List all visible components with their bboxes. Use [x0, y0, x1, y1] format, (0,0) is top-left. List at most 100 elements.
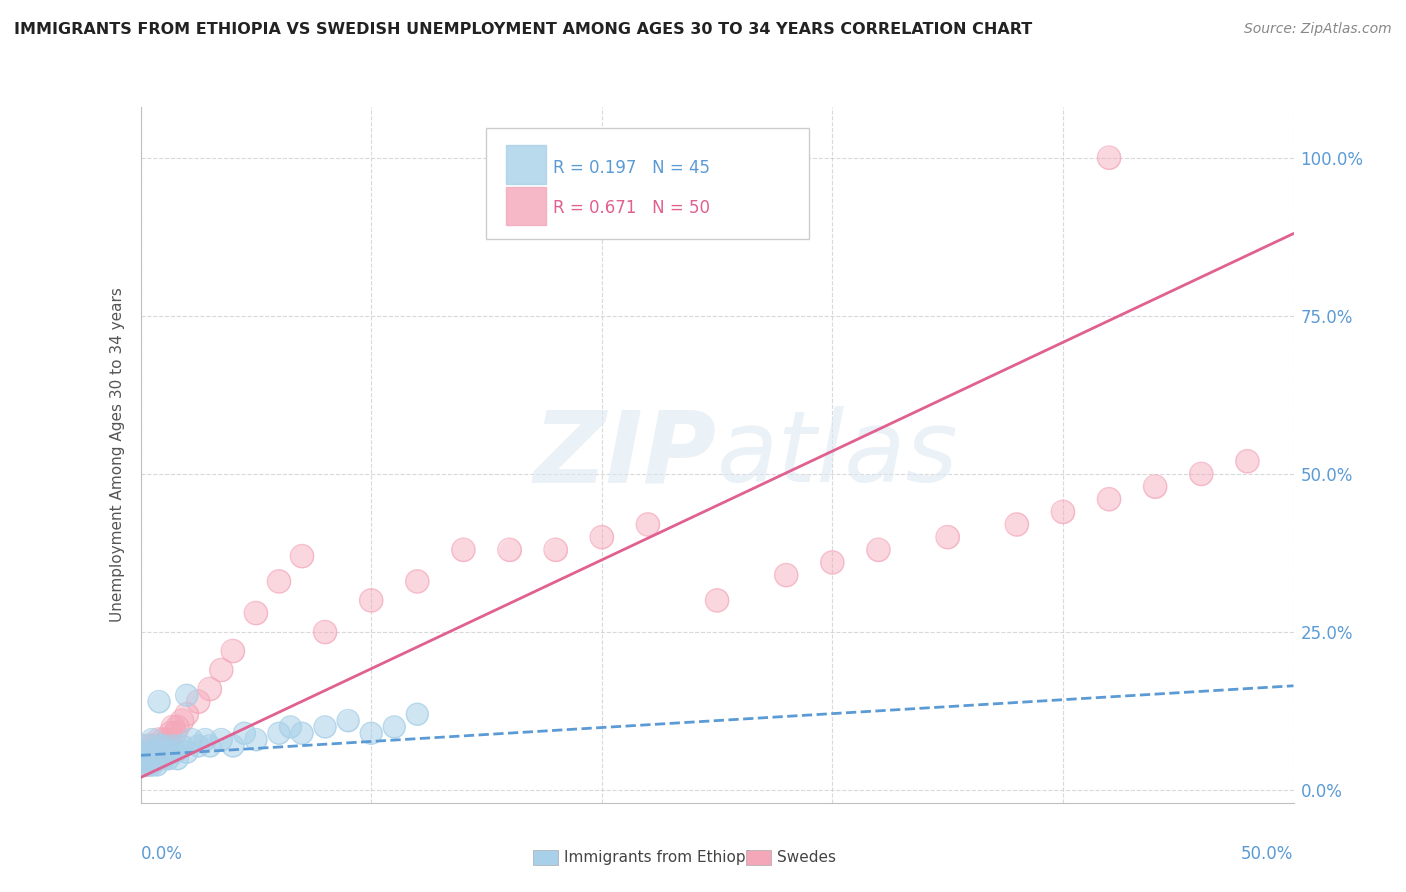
Point	[637, 517, 659, 532]
Point	[180, 732, 202, 747]
Point	[162, 720, 184, 734]
Point	[143, 745, 166, 759]
Point	[406, 707, 429, 722]
Text: atlas: atlas	[717, 407, 959, 503]
Point	[1052, 505, 1074, 519]
Point	[136, 739, 159, 753]
Point	[166, 751, 188, 765]
Point	[591, 530, 613, 544]
Point	[1005, 517, 1028, 532]
Point	[162, 739, 184, 753]
Point	[165, 745, 187, 759]
Point	[360, 726, 382, 740]
Point	[198, 739, 221, 753]
Point	[139, 745, 162, 759]
Point	[360, 593, 382, 607]
Point	[155, 739, 177, 753]
Point	[148, 695, 170, 709]
Point	[194, 732, 217, 747]
Point	[165, 726, 187, 740]
Point	[157, 751, 180, 765]
Point	[141, 757, 163, 772]
Point	[222, 644, 245, 658]
Point	[194, 732, 217, 747]
Point	[267, 726, 290, 740]
Point	[139, 745, 162, 759]
Point	[134, 757, 156, 772]
Point	[453, 542, 475, 557]
Point	[222, 739, 245, 753]
Bar	[533, 850, 558, 865]
Point	[162, 720, 184, 734]
Point	[453, 542, 475, 557]
Point	[141, 751, 163, 765]
Point	[145, 751, 167, 765]
Point	[775, 568, 797, 582]
Point	[152, 732, 174, 747]
Point	[209, 663, 232, 677]
Point	[132, 751, 155, 765]
Point	[936, 530, 959, 544]
Point	[337, 714, 360, 728]
Point	[157, 751, 180, 765]
FancyBboxPatch shape	[506, 145, 547, 184]
Point	[821, 556, 844, 570]
Point	[152, 751, 174, 765]
Point	[936, 530, 959, 544]
Point	[172, 739, 194, 753]
Point	[152, 739, 174, 753]
Text: ZIP: ZIP	[534, 407, 717, 503]
Point	[233, 726, 256, 740]
Point	[165, 726, 187, 740]
Point	[1098, 492, 1121, 507]
Point	[166, 751, 188, 765]
Point	[291, 549, 314, 563]
Point	[209, 732, 232, 747]
Point	[166, 720, 188, 734]
Point	[139, 757, 162, 772]
Point	[148, 745, 170, 759]
Point	[152, 739, 174, 753]
Point	[198, 739, 221, 753]
Point	[150, 745, 173, 759]
Point	[152, 745, 174, 759]
Point	[143, 745, 166, 759]
Point	[132, 751, 155, 765]
Point	[1098, 151, 1121, 165]
Point	[159, 726, 181, 740]
Point	[868, 542, 890, 557]
Point	[152, 732, 174, 747]
Point	[143, 751, 166, 765]
Point	[172, 714, 194, 728]
Point	[136, 739, 159, 753]
Text: R = 0.197   N = 45: R = 0.197 N = 45	[554, 159, 710, 178]
Point	[148, 732, 170, 747]
Point	[159, 726, 181, 740]
Point	[141, 751, 163, 765]
Point	[148, 739, 170, 753]
Point	[1098, 151, 1121, 165]
Point	[141, 732, 163, 747]
Point	[176, 688, 198, 702]
Point	[267, 574, 290, 589]
Point	[141, 751, 163, 765]
Point	[868, 542, 890, 557]
Point	[1005, 517, 1028, 532]
Point	[821, 556, 844, 570]
Point	[245, 606, 267, 620]
Point	[148, 745, 170, 759]
Point	[187, 695, 209, 709]
Point	[145, 751, 167, 765]
Point	[1236, 454, 1258, 468]
Text: Source: ZipAtlas.com: Source: ZipAtlas.com	[1244, 22, 1392, 37]
Point	[136, 751, 159, 765]
Point	[136, 739, 159, 753]
Point	[591, 530, 613, 544]
Point	[159, 745, 181, 759]
Point	[187, 739, 209, 753]
Point	[245, 606, 267, 620]
Point	[139, 757, 162, 772]
Point	[360, 726, 382, 740]
Point	[143, 745, 166, 759]
Point	[157, 732, 180, 747]
